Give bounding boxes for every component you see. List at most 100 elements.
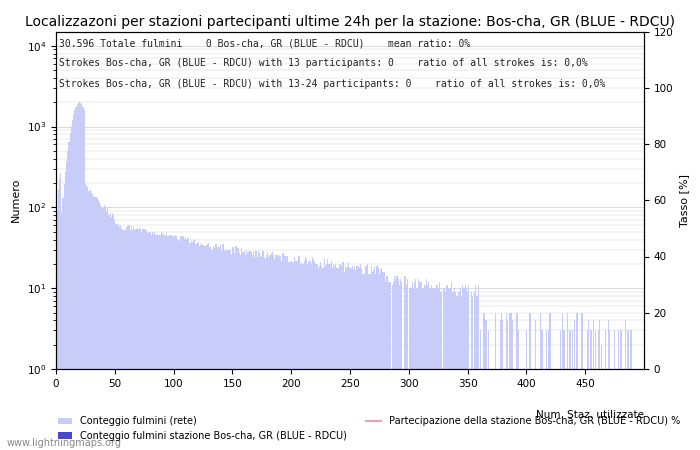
Bar xyxy=(91,194,92,450)
Partecipazione della stazione Bos-cha, GR (BLUE - RDCU) % xyxy=(334,366,342,372)
Bar xyxy=(387,276,388,450)
Bar xyxy=(192,242,193,450)
Bar xyxy=(167,236,168,450)
Bar xyxy=(233,248,235,450)
Bar xyxy=(507,320,508,450)
Bar xyxy=(542,330,543,450)
Bar xyxy=(88,191,90,450)
Bar xyxy=(194,238,195,450)
Bar xyxy=(351,268,352,450)
Bar xyxy=(572,330,573,450)
Bar xyxy=(99,202,100,450)
Bar xyxy=(394,276,395,450)
Bar xyxy=(147,232,148,450)
Text: Num. Staz. utilizzate: Num. Staz. utilizzate xyxy=(536,410,644,419)
Bar xyxy=(541,330,542,450)
Bar xyxy=(576,312,578,450)
Bar xyxy=(161,232,162,450)
Bar xyxy=(86,186,88,450)
Bar xyxy=(488,330,489,450)
Partecipazione della stazione Bos-cha, GR (BLUE - RDCU) % xyxy=(401,366,410,372)
Bar xyxy=(79,102,80,450)
Bar xyxy=(266,255,267,450)
Bar xyxy=(461,296,462,450)
Bar xyxy=(333,264,334,450)
Bar xyxy=(188,238,190,450)
Bar xyxy=(569,330,570,450)
Bar xyxy=(157,234,158,450)
Bar xyxy=(495,312,496,450)
Bar xyxy=(526,330,527,450)
Bar xyxy=(64,184,65,450)
Bar xyxy=(307,264,308,450)
Bar xyxy=(560,330,561,450)
Bar xyxy=(595,330,596,450)
Bar xyxy=(193,240,194,450)
Bar xyxy=(240,255,241,450)
Bar xyxy=(260,257,261,450)
Bar xyxy=(227,250,228,450)
Bar xyxy=(230,255,232,450)
Bar xyxy=(304,257,306,450)
Bar xyxy=(85,184,86,450)
Partecipazione della stazione Bos-cha, GR (BLUE - RDCU) % xyxy=(533,366,541,372)
Bar xyxy=(290,261,292,450)
Bar xyxy=(598,320,600,450)
Text: 30.596 Totale fulmini    0 Bos-cha, GR (BLUE - RDCU)    mean ratio: 0%: 30.596 Totale fulmini 0 Bos-cha, GR (BLU… xyxy=(59,38,470,48)
Bar xyxy=(57,211,58,450)
Bar xyxy=(197,242,199,450)
Bar xyxy=(185,237,186,450)
Bar xyxy=(512,320,513,450)
Bar xyxy=(78,103,79,450)
Bar xyxy=(282,253,284,450)
Bar xyxy=(119,227,120,450)
Bar xyxy=(438,288,439,450)
Bar xyxy=(239,252,240,450)
Bar xyxy=(449,288,451,450)
Bar xyxy=(278,256,279,450)
Bar xyxy=(484,320,486,450)
Bar xyxy=(327,259,328,450)
Bar xyxy=(564,330,565,450)
Bar xyxy=(403,276,405,450)
Bar xyxy=(211,250,212,450)
Bar xyxy=(462,285,463,450)
Bar xyxy=(349,268,351,450)
Bar xyxy=(153,234,154,450)
Bar xyxy=(271,253,272,450)
Bar xyxy=(284,256,285,450)
Bar xyxy=(108,215,109,450)
Bar xyxy=(458,292,460,450)
Bar xyxy=(399,285,400,450)
Bar xyxy=(206,245,207,450)
Bar xyxy=(126,227,127,450)
Bar xyxy=(92,194,93,450)
Bar xyxy=(617,330,619,450)
Bar xyxy=(306,259,307,450)
Bar xyxy=(154,232,155,450)
Bar xyxy=(517,330,519,450)
Bar xyxy=(398,279,399,450)
Bar xyxy=(267,252,268,450)
Bar xyxy=(117,225,118,450)
Bar xyxy=(406,285,407,450)
Bar xyxy=(166,233,167,450)
Bar xyxy=(76,104,78,450)
Bar xyxy=(439,282,440,450)
Bar xyxy=(588,320,589,450)
Bar xyxy=(235,246,237,450)
Bar xyxy=(213,246,214,450)
Bar xyxy=(562,312,564,450)
Bar xyxy=(216,248,218,450)
Bar xyxy=(132,230,133,450)
Bar xyxy=(73,114,74,450)
Bar xyxy=(448,288,449,450)
Bar xyxy=(168,236,169,450)
Bar xyxy=(477,285,479,450)
Bar xyxy=(98,200,99,450)
Bar xyxy=(186,240,187,450)
Bar xyxy=(361,268,363,450)
Bar xyxy=(111,216,112,450)
Bar xyxy=(270,255,271,450)
Bar xyxy=(128,225,130,450)
